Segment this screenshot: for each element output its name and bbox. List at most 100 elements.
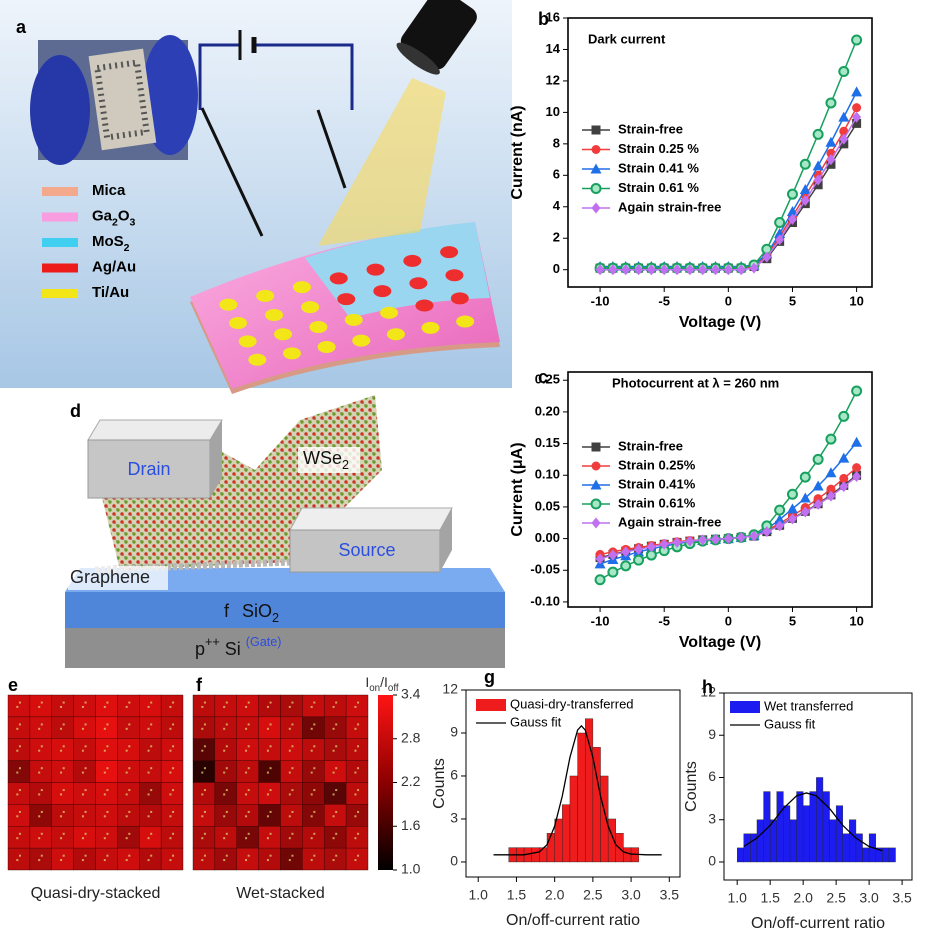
cell-speck <box>357 811 359 813</box>
cell-speck <box>313 767 315 769</box>
electrode-dot <box>352 335 370 347</box>
cell-speck <box>270 855 272 857</box>
x-tick-label: 5 <box>789 613 796 628</box>
cell-speck <box>16 815 18 817</box>
cell-speck <box>126 750 128 752</box>
histogram-bar <box>863 848 870 862</box>
cell-speck <box>172 745 174 747</box>
cell-speck <box>335 833 337 835</box>
cell-speck <box>313 702 315 704</box>
cell-speck <box>248 855 250 857</box>
heatmap-cell <box>302 826 324 848</box>
y-tick-label: 9 <box>450 724 458 740</box>
cell-speck <box>357 789 359 791</box>
drain-label: Drain <box>127 459 170 479</box>
legend-swatch <box>42 187 78 196</box>
heatmap-cell <box>237 804 259 826</box>
heatmap-cell <box>215 826 237 848</box>
cell-speck <box>313 789 315 791</box>
cell-speck <box>223 793 225 795</box>
colorbar-title: Ion/Ioff <box>365 674 399 694</box>
cell-speck <box>148 793 150 795</box>
data-point <box>788 490 797 499</box>
cell-speck <box>106 855 108 857</box>
cell-speck <box>169 793 171 795</box>
y-tick-label: 0.15 <box>535 435 560 450</box>
heatmap-cell <box>96 695 118 717</box>
cell-speck <box>354 750 356 752</box>
heatmap-cell <box>259 848 281 870</box>
cell-speck <box>226 702 228 704</box>
cell-speck <box>354 728 356 730</box>
legend-label: Strain-free <box>618 438 683 453</box>
heatmap-cell <box>346 783 368 805</box>
legend-swatch <box>730 701 760 713</box>
y-tick-label: 12 <box>442 681 458 697</box>
electrode-dot <box>309 321 327 333</box>
legend-marker <box>592 203 601 214</box>
cell-speck <box>82 793 84 795</box>
cell-speck <box>63 723 65 725</box>
heatmap-cell <box>302 695 324 717</box>
heatmap-cell <box>96 717 118 739</box>
cell-speck <box>357 833 359 835</box>
cell-speck <box>270 702 272 704</box>
heatmap-cell <box>281 826 303 848</box>
drain-top <box>88 420 222 440</box>
legend-label: Again strain-free <box>618 514 721 529</box>
x-tick-label: 3.5 <box>660 887 680 903</box>
caption: Quasi-dry-stacked <box>31 885 161 902</box>
cell-speck <box>85 723 87 725</box>
y-axis-label: Current (nA) <box>509 105 526 199</box>
cell-speck <box>126 815 128 817</box>
heatmap-cell <box>281 695 303 717</box>
cell-speck <box>85 767 87 769</box>
heatmap-cell <box>117 804 139 826</box>
heatmap-cell <box>8 695 30 717</box>
heatmap-cell <box>30 826 52 848</box>
y-axis-label: Counts <box>683 761 700 812</box>
heatmap-cell <box>74 826 96 848</box>
heatmap-cell <box>281 717 303 739</box>
cell-speck <box>60 793 62 795</box>
cell-speck <box>82 859 84 861</box>
heatmap-cell <box>281 848 303 870</box>
cell-speck <box>172 723 174 725</box>
electrode-dot <box>403 255 421 267</box>
text-part: on <box>369 683 380 694</box>
legend-swatch <box>42 289 78 298</box>
histogram-bar <box>803 806 810 862</box>
cell-speck <box>104 793 106 795</box>
legend-marker <box>592 443 601 452</box>
cell-speck <box>333 750 335 752</box>
cell-speck <box>63 702 65 704</box>
heatmap-cell <box>161 783 183 805</box>
data-point <box>839 67 848 76</box>
heatmap-cell <box>346 804 368 826</box>
x-tick-label: 1.5 <box>760 890 780 906</box>
heatmap-cell <box>324 695 346 717</box>
y-tick-label: -0.05 <box>530 562 560 577</box>
heatmap-cell <box>302 739 324 761</box>
cell-speck <box>313 723 315 725</box>
y-tick-label: -0.10 <box>530 593 560 608</box>
heatmap-cell <box>281 804 303 826</box>
heatmap-cell <box>74 804 96 826</box>
cell-speck <box>63 833 65 835</box>
heatmap-cell <box>74 717 96 739</box>
y-tick-label: 4 <box>553 198 561 213</box>
cell-speck <box>311 706 313 708</box>
cell-speck <box>82 837 84 839</box>
electrode-dot <box>265 309 283 321</box>
data-point <box>839 412 848 421</box>
heatmap-cell <box>259 804 281 826</box>
heatmap-cell <box>74 739 96 761</box>
histogram-bar <box>882 848 889 862</box>
heatmap-cell <box>237 717 259 739</box>
heatmap-cell <box>30 761 52 783</box>
sio2-layer <box>65 592 505 628</box>
text-part: 3 <box>130 216 136 228</box>
cell-speck <box>267 728 269 730</box>
cell-speck <box>126 837 128 839</box>
heatmap-cell <box>8 848 30 870</box>
